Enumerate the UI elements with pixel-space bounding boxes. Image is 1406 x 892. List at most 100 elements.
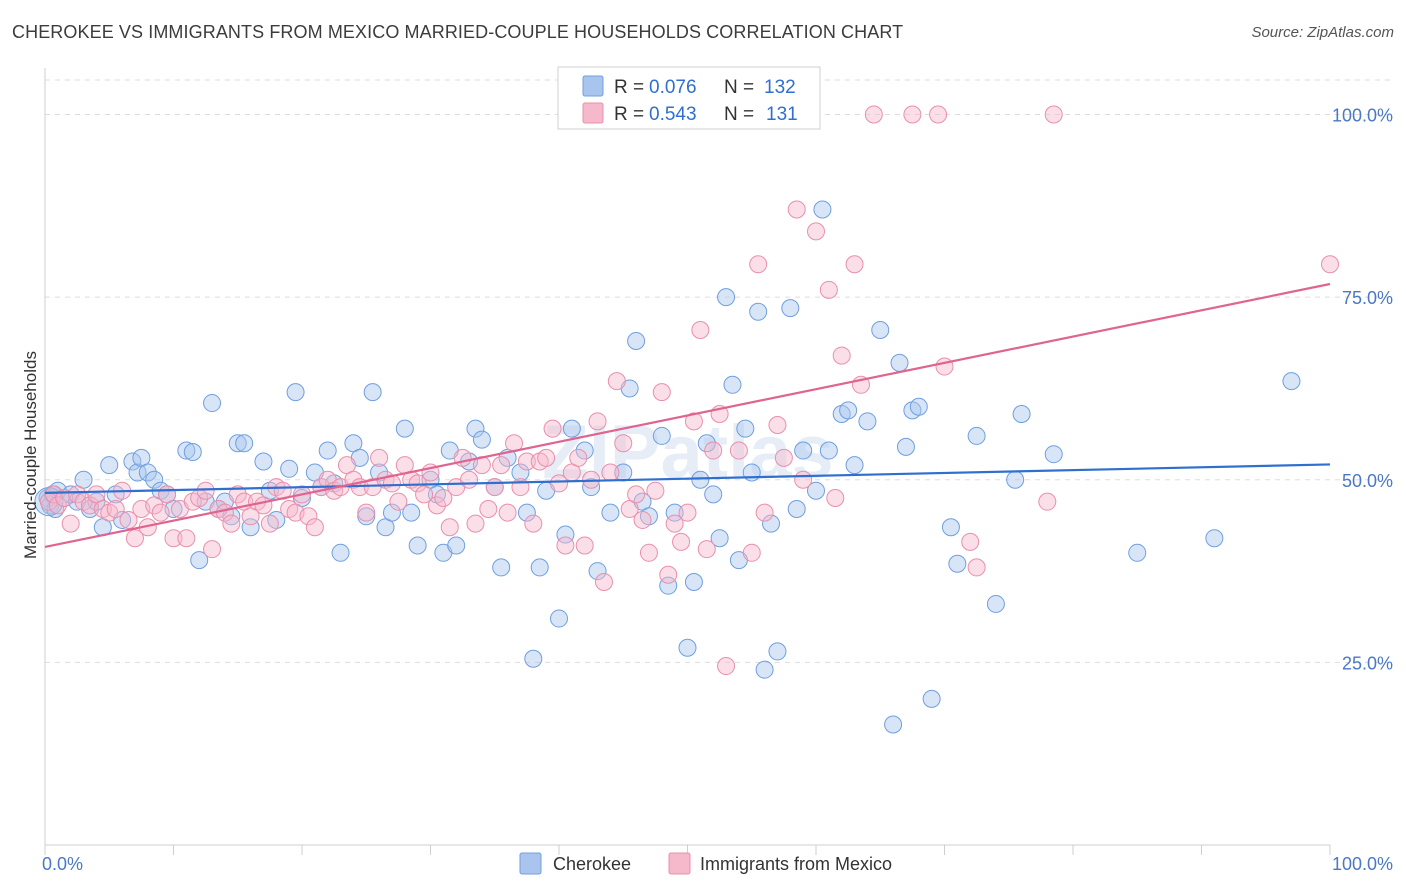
data-point: [183, 443, 202, 462]
data-point: [575, 536, 594, 555]
data-point: [845, 456, 864, 475]
data-point: [145, 496, 164, 515]
data-point: [511, 478, 530, 497]
data-point: [427, 496, 446, 515]
data-point: [582, 478, 601, 497]
data-point: [774, 448, 793, 467]
data-point: [556, 536, 575, 555]
data-point: [909, 397, 928, 416]
data-point: [408, 536, 427, 555]
data-point: [318, 441, 337, 460]
legend-n-label-2: N =: [724, 104, 754, 125]
legend-swatch-cherokee: [582, 75, 604, 97]
data-point: [125, 529, 144, 548]
data-point: [672, 532, 691, 551]
bottom-legend-label-cherokee: Cherokee: [553, 854, 631, 874]
data-point: [903, 105, 922, 124]
data-point: [48, 496, 67, 515]
data-point: [845, 255, 864, 274]
data-point: [704, 441, 723, 460]
legend-r-label-1: R =: [614, 77, 644, 98]
data-point: [370, 448, 389, 467]
data-point: [1282, 372, 1301, 391]
data-point: [543, 419, 562, 438]
data-point: [678, 638, 697, 657]
data-point: [1006, 470, 1025, 489]
legend-n-value-1: 132: [764, 77, 796, 98]
data-point: [68, 485, 87, 504]
data-point: [652, 383, 671, 402]
data-point: [588, 412, 607, 431]
data-point: [633, 510, 652, 529]
y-tick-label: 75.0%: [1342, 288, 1393, 308]
data-point: [550, 609, 568, 628]
data-point: [601, 463, 620, 482]
data-point: [639, 543, 658, 562]
data-point: [61, 514, 80, 533]
data-point: [569, 448, 588, 467]
trend-line-2: [44, 282, 1331, 549]
data-point: [717, 288, 736, 307]
data-point: [145, 470, 164, 489]
data-point: [659, 576, 678, 595]
data-point: [768, 415, 787, 434]
data-point: [594, 573, 613, 592]
data-point: [402, 503, 421, 522]
data-point: [742, 543, 761, 562]
data-point: [961, 532, 980, 551]
data-point: [395, 419, 414, 438]
data-point: [691, 321, 710, 340]
data-point: [434, 489, 453, 508]
data-point: [1012, 405, 1031, 424]
data-point: [601, 503, 620, 522]
data-point: [260, 514, 279, 533]
data-point: [627, 485, 646, 504]
data-point: [948, 554, 967, 573]
data-point: [254, 452, 273, 471]
data-point: [704, 485, 723, 504]
data-point: [736, 419, 755, 438]
data-point: [1128, 543, 1147, 562]
data-point: [382, 503, 401, 522]
data-point: [614, 434, 633, 453]
data-point: [768, 642, 787, 661]
data-point: [832, 346, 851, 365]
data-point: [729, 441, 748, 460]
data-point: [196, 481, 215, 500]
data-point: [203, 540, 222, 559]
legend-n-value-2: 131: [766, 104, 798, 125]
data-point: [222, 514, 241, 533]
data-point: [556, 525, 575, 544]
data-point: [228, 434, 247, 453]
data-point: [813, 200, 832, 219]
data-point: [485, 478, 504, 497]
data-point: [787, 200, 806, 219]
data-point: [858, 412, 877, 431]
data-point: [723, 375, 742, 394]
data-point: [896, 437, 915, 456]
data-point: [524, 514, 543, 533]
legend-swatch-mexico: [582, 102, 604, 124]
data-point: [106, 499, 125, 518]
data-point: [967, 558, 986, 577]
chart-source: Source: ZipAtlas.com: [1251, 24, 1394, 41]
data-point: [280, 459, 299, 478]
data-point: [710, 529, 729, 548]
data-point: [517, 503, 536, 522]
data-point: [884, 715, 903, 734]
data-point: [177, 529, 196, 548]
data-point: [138, 463, 157, 482]
data-point: [177, 441, 196, 460]
data-point: [331, 543, 350, 562]
data-point: [890, 353, 909, 372]
data-point: [665, 503, 684, 522]
data-point: [787, 499, 806, 518]
legend-n-label-1: N =: [724, 77, 754, 98]
chart-title: CHEROKEE VS IMMIGRANTS FROM MEXICO MARRI…: [12, 22, 904, 42]
data-point: [537, 448, 556, 467]
data-point: [517, 452, 536, 471]
data-point: [807, 481, 825, 500]
legend-r-value-1: 0.076: [649, 77, 697, 98]
data-point: [762, 514, 781, 533]
